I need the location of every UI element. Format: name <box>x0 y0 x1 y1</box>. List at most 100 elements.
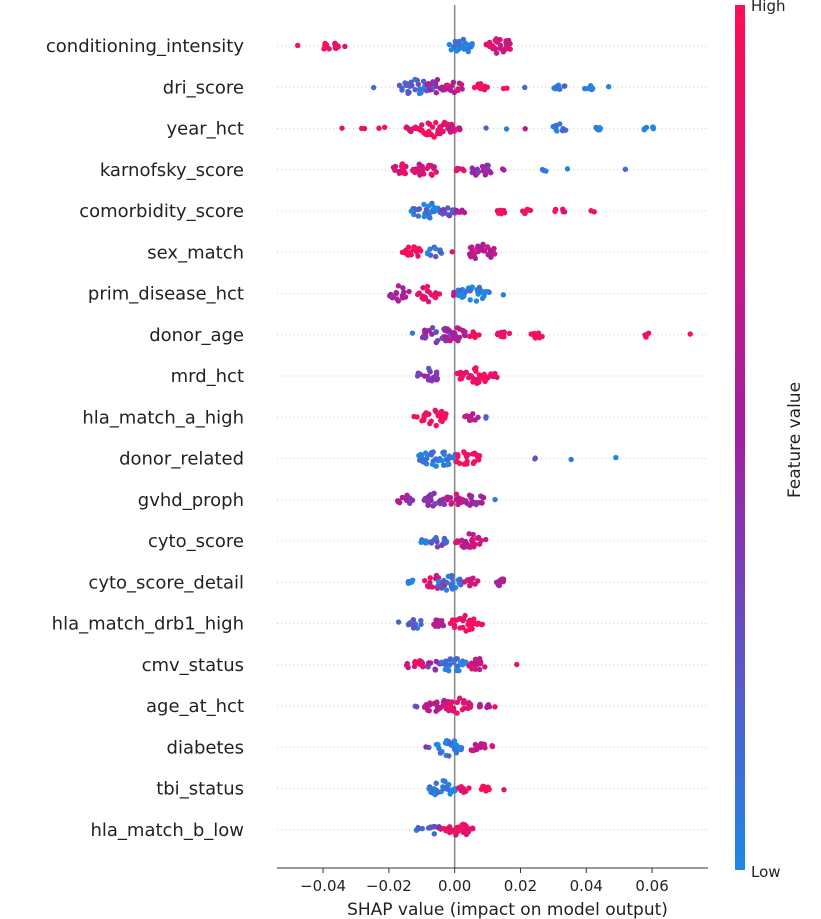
shap-point <box>437 248 443 255</box>
shap-point <box>438 417 444 424</box>
shap-point <box>461 579 468 585</box>
feature-row: cyto_score_detail <box>88 572 708 593</box>
shap-point <box>465 48 471 55</box>
shap-point <box>423 540 430 546</box>
shap-point <box>399 249 406 256</box>
shap-point <box>433 119 439 126</box>
shap-point <box>407 500 413 506</box>
feature-row: hla_match_a_high <box>82 407 708 429</box>
shap-point <box>394 498 401 504</box>
shap-point <box>429 325 436 331</box>
shap-point <box>332 41 338 48</box>
shap-point <box>418 248 424 254</box>
feature-label: diabetes <box>167 737 244 758</box>
shap-point <box>457 660 464 666</box>
shap-point <box>425 365 432 372</box>
shap-point <box>433 456 439 462</box>
shap-point <box>470 411 476 417</box>
shap-point <box>398 163 405 169</box>
feature-label: hla_match_a_high <box>82 407 244 428</box>
shap-point <box>447 494 454 501</box>
colorbar-high-label: High <box>751 0 785 15</box>
shap-point <box>501 786 507 793</box>
shap-point <box>434 704 441 710</box>
shap-point <box>423 460 429 466</box>
shap-point <box>294 42 301 49</box>
shap-point <box>491 251 498 257</box>
shap-point <box>436 291 443 297</box>
shap-point <box>485 252 491 258</box>
shap-point <box>643 334 649 340</box>
shap-point <box>470 531 476 538</box>
shap-point <box>406 89 412 95</box>
shap-point <box>420 285 426 291</box>
shap-point <box>412 76 418 83</box>
shap-point <box>553 123 559 129</box>
shap-point <box>453 825 460 831</box>
shap-point <box>479 163 486 170</box>
feature-row: comorbidity_score <box>79 200 708 222</box>
shap-point <box>440 825 447 832</box>
feature-row: mrd_hct <box>171 365 708 387</box>
shap-point <box>535 330 542 336</box>
shap-point <box>414 168 421 174</box>
shap-point <box>433 534 439 541</box>
shap-point <box>484 166 490 172</box>
shap-point <box>423 410 429 416</box>
shap-point <box>457 745 463 751</box>
shap-point <box>476 704 483 710</box>
shap-point <box>650 124 656 130</box>
shap-point <box>426 289 432 295</box>
shap-point <box>479 499 485 506</box>
shap-point <box>474 376 480 383</box>
feature-label: cmv_status <box>142 655 244 676</box>
shap-point <box>450 454 456 460</box>
x-tick-label: 0.02 <box>504 877 537 895</box>
shap-point <box>495 210 502 216</box>
shap-point <box>446 704 453 710</box>
shap-point <box>409 167 416 174</box>
shap-point <box>435 578 442 585</box>
shap-point <box>433 253 439 260</box>
shap-point <box>399 85 405 91</box>
shap-point <box>435 789 441 796</box>
shap-point <box>474 621 480 628</box>
shap-point <box>559 127 566 134</box>
shap-point <box>448 787 455 793</box>
shap-point <box>426 785 432 792</box>
shap-point <box>433 658 439 665</box>
feature-row: cmv_status <box>142 655 708 676</box>
shap-point <box>455 335 462 342</box>
feature-row: dri_score <box>163 76 708 98</box>
shap-point <box>431 164 437 170</box>
colorbar-low-label: Low <box>751 863 781 881</box>
shap-point <box>462 538 469 545</box>
shap-point <box>556 86 563 92</box>
shap-point <box>475 243 481 249</box>
shap-point <box>432 407 438 414</box>
shap-point <box>395 619 402 625</box>
shap-point <box>451 746 458 752</box>
shap-point <box>411 413 417 420</box>
shap-point <box>424 165 430 172</box>
shap-point <box>451 622 458 628</box>
shap-point <box>460 624 466 631</box>
shap-point <box>536 335 543 341</box>
shap-point <box>436 583 442 589</box>
shap-point <box>456 460 463 467</box>
shap-point <box>492 37 498 44</box>
shap-point <box>421 704 428 710</box>
shap-point <box>339 125 345 131</box>
shap-point <box>424 283 431 290</box>
shap-point <box>473 662 479 668</box>
shap-point <box>429 584 435 590</box>
shap-point <box>451 659 457 666</box>
shap-point <box>560 208 566 215</box>
x-tick-label: 0.00 <box>438 877 471 895</box>
shap-point <box>461 461 467 467</box>
shap-point <box>431 786 438 792</box>
shap-point <box>417 162 424 169</box>
shap-point <box>504 85 510 91</box>
shap-point <box>466 492 473 498</box>
shap-point <box>524 206 530 212</box>
